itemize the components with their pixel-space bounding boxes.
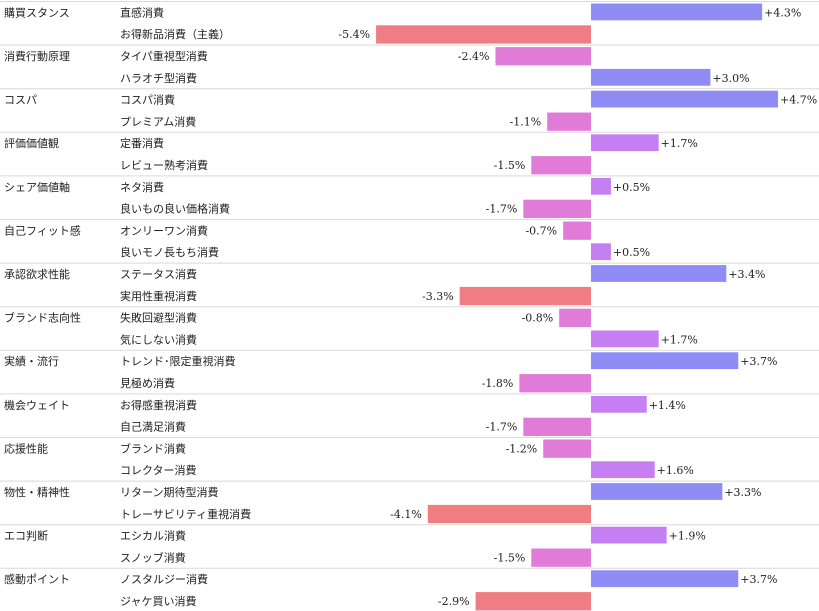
value-label: -0.8%	[521, 312, 553, 325]
item-label: お得感重視消費	[120, 398, 197, 412]
value-label: +3.3%	[724, 486, 761, 499]
item-label: 見極め消費	[120, 376, 175, 390]
bar	[591, 352, 739, 370]
bar	[591, 243, 611, 261]
bar	[475, 592, 591, 611]
bar	[523, 417, 591, 436]
item-label: オンリーワン消費	[120, 223, 208, 237]
value-label: +0.5%	[613, 246, 650, 259]
item-label: 気にしない消費	[120, 332, 197, 346]
bar	[543, 439, 591, 458]
group-label: 応援性能	[4, 441, 48, 455]
item-label: ノスタルジー消費	[120, 572, 208, 586]
item-label: ハラオチ型消費	[120, 71, 197, 85]
group-label: ブランド志向性	[4, 311, 81, 325]
bar	[591, 134, 659, 152]
item-label: リターン期待型消費	[120, 485, 218, 499]
bar	[591, 526, 667, 544]
value-label: +4.3%	[764, 6, 801, 19]
bar	[559, 308, 591, 327]
group-label: 物性・精神性	[4, 485, 70, 499]
value-label: -1.8%	[482, 377, 514, 390]
value-label: +1.7%	[661, 137, 698, 150]
item-label: コレクター消費	[120, 463, 197, 477]
bar	[591, 68, 711, 86]
bar	[495, 47, 591, 66]
value-label: +1.7%	[661, 333, 698, 346]
value-label: -1.5%	[494, 551, 526, 564]
bar	[427, 504, 591, 524]
item-label: 自己満足消費	[120, 420, 186, 434]
value-label: +4.7%	[780, 94, 817, 107]
item-label: 良いもの良い価格消費	[120, 202, 230, 216]
value-label: -1.1%	[510, 115, 542, 128]
item-label: 失敗回避型消費	[120, 311, 197, 325]
item-label: ネタ消費	[120, 180, 164, 194]
value-label: +1.6%	[657, 464, 694, 477]
group-label: エコ判断	[4, 529, 48, 543]
value-label: -1.5%	[494, 159, 526, 172]
bar	[459, 286, 591, 306]
item-label: トレーサビリティ重視消費	[120, 507, 251, 521]
item-label: レビュー熟考消費	[120, 158, 208, 172]
value-label: -3.3%	[422, 290, 454, 303]
item-label: プレミアム消費	[120, 114, 196, 128]
bar	[376, 25, 591, 44]
item-label: 実用性重視消費	[120, 289, 197, 303]
value-label: +1.9%	[669, 530, 706, 543]
bar	[523, 199, 591, 218]
group-label: コスパ	[4, 94, 37, 107]
item-label: スノッブ消費	[120, 550, 186, 564]
group-label: 実績・流行	[4, 354, 59, 368]
group-label: 機会ウェイト	[4, 398, 70, 412]
value-label: +3.7%	[740, 573, 777, 586]
item-label: 良いモノ長もち消費	[120, 245, 219, 259]
value-label: +1.4%	[649, 399, 686, 412]
item-label: お得新品消費（主義）	[120, 27, 230, 41]
bar	[563, 221, 591, 240]
value-label: +3.0%	[712, 72, 749, 85]
item-label: ステータス消費	[120, 267, 197, 281]
item-label: コスパ消費	[120, 93, 175, 107]
group-label: 感動ポイント	[4, 572, 70, 586]
bar	[591, 177, 611, 195]
item-label: 定番消費	[120, 136, 164, 150]
bar	[591, 570, 739, 588]
value-label: +3.7%	[740, 355, 777, 368]
item-label: ジャケ買い消費	[120, 594, 196, 608]
value-label: -1.7%	[486, 203, 518, 216]
bar	[531, 548, 591, 567]
bar	[531, 156, 591, 175]
bar	[591, 483, 723, 500]
bar	[547, 112, 591, 131]
group-label: シェア価値軸	[4, 180, 70, 194]
value-label: -2.4%	[458, 50, 490, 63]
value-label: -4.1%	[390, 508, 422, 521]
item-label: 直感消費	[120, 5, 164, 19]
value-label: -1.7%	[486, 421, 518, 434]
item-label: エシカル消費	[120, 529, 186, 543]
value-label: -2.9%	[438, 595, 470, 608]
value-label: -0.7%	[525, 224, 557, 237]
bar	[591, 330, 659, 348]
bar	[591, 265, 727, 282]
value-label: -5.4%	[338, 28, 370, 41]
bar	[591, 395, 647, 413]
group-label: 消費行動原理	[4, 49, 70, 63]
group-label: 評価価値観	[4, 136, 59, 150]
value-label: +3.4%	[728, 268, 765, 281]
item-label: トレンド･限定重視消費	[120, 354, 236, 368]
value-label: -1.2%	[506, 442, 538, 455]
bar	[591, 3, 763, 21]
group-label: 承認欲求性能	[4, 267, 70, 281]
bar	[591, 90, 779, 108]
group-label: 購買スタンス	[4, 5, 70, 19]
value-label: +0.5%	[613, 181, 650, 194]
group-label: 自己フィット感	[4, 224, 81, 237]
item-label: タイパ重視型消費	[120, 49, 208, 63]
item-label: ブランド消費	[120, 441, 186, 455]
bar	[591, 461, 655, 479]
bar	[519, 374, 591, 393]
